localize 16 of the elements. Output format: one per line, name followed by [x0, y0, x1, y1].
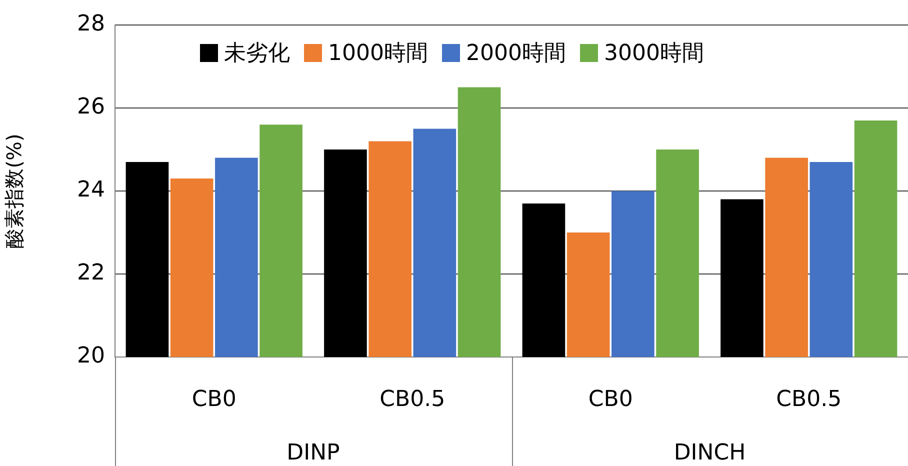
- y-tick-label: 26: [77, 94, 105, 120]
- legend-label: 2000時間: [466, 40, 566, 68]
- text: DINCH: [674, 440, 746, 466]
- x-tick-label: CB0: [588, 386, 633, 412]
- y-tick-label: 28: [77, 12, 105, 37]
- y-tick-label: 24: [77, 178, 105, 203]
- x-tick-label: CB0: [192, 386, 236, 412]
- y-tick-label: 22: [77, 260, 105, 286]
- legend-label: 1000時間: [328, 40, 428, 68]
- legend-label: 未劣化: [224, 40, 290, 68]
- text: DINP: [286, 440, 340, 466]
- y-axis-title: 酸素指数(%): [2, 134, 26, 248]
- x-tick-label: CB0.5: [776, 386, 842, 412]
- y-tick-label: 20: [77, 344, 105, 369]
- legend-label: 3000時間: [604, 40, 704, 68]
- x-tick-label: CB0.5: [380, 386, 446, 412]
